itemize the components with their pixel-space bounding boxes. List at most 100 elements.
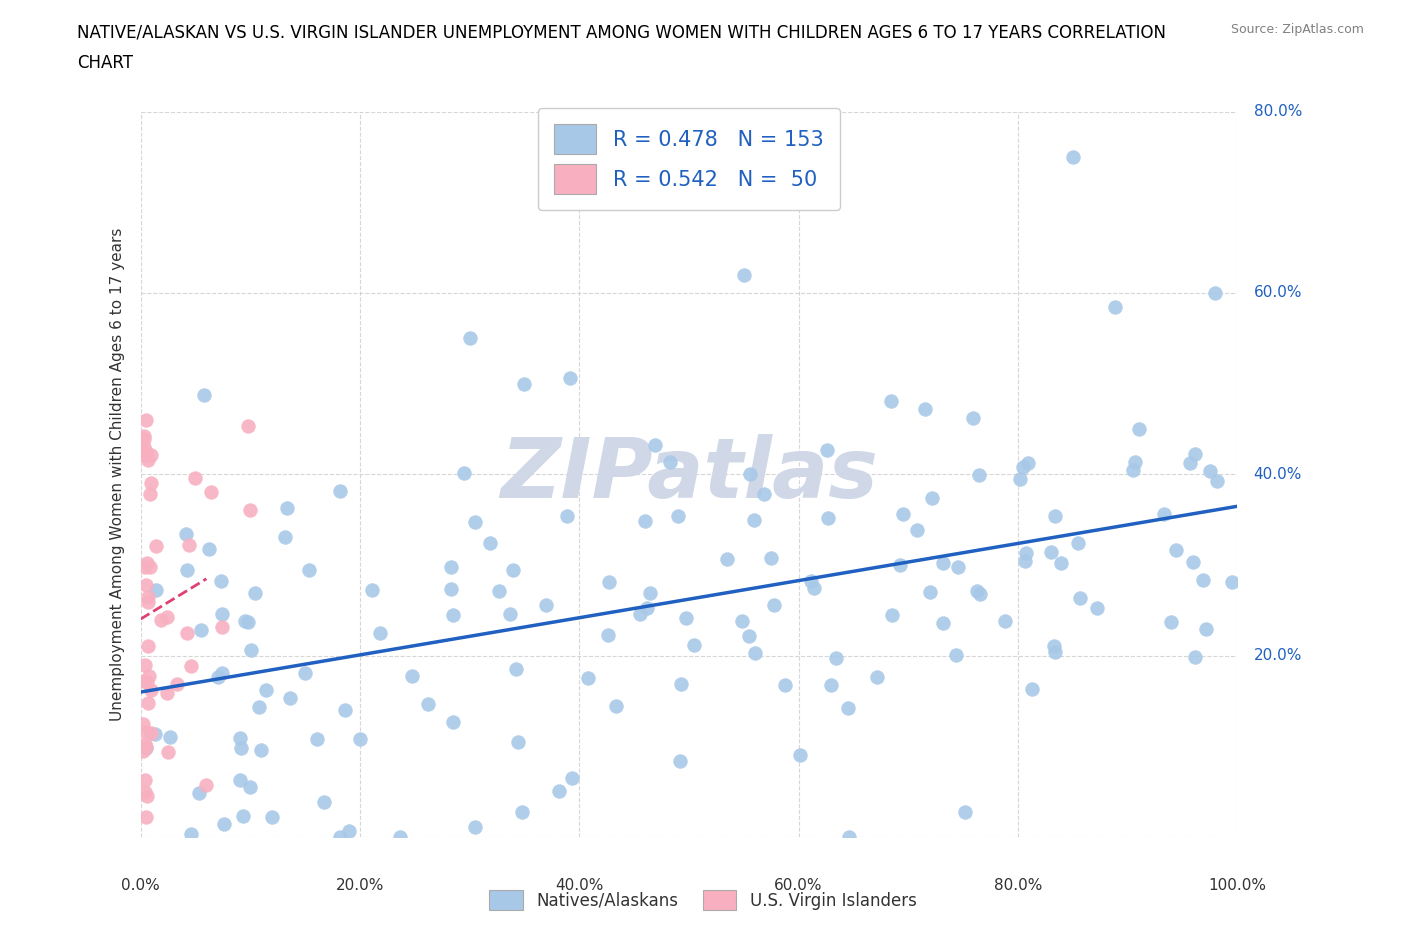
Point [547, 784, 569, 799]
Point [966, 584, 988, 599]
Point [1043, 509, 1066, 524]
Point [921, 490, 943, 505]
Text: 60.0%: 60.0% [1254, 286, 1302, 300]
Point [1153, 507, 1175, 522]
Point [132, 448, 155, 463]
Point [744, 645, 766, 660]
Point [948, 560, 970, 575]
Point [1192, 572, 1215, 587]
Point [441, 608, 464, 623]
Point [824, 650, 846, 665]
Point [682, 637, 704, 652]
Point [211, 666, 233, 681]
Point [502, 563, 524, 578]
Point [139, 486, 162, 501]
Point [1184, 446, 1206, 461]
Point [1164, 543, 1187, 558]
Text: 100.0%: 100.0% [1208, 878, 1267, 893]
Point [135, 739, 157, 754]
Point [134, 737, 156, 751]
Point [512, 804, 534, 819]
Point [1195, 621, 1218, 636]
Point [905, 523, 928, 538]
Point [889, 558, 911, 573]
Point [920, 584, 942, 599]
Point [800, 574, 823, 589]
Point [458, 331, 481, 346]
Point [1043, 639, 1066, 654]
Point [1220, 575, 1243, 590]
Point [775, 678, 797, 693]
Point [166, 676, 188, 691]
Point [1199, 463, 1222, 478]
Point [333, 703, 356, 718]
Point [416, 698, 439, 712]
Point [138, 594, 160, 609]
Point [190, 623, 212, 638]
Point [636, 601, 658, 616]
Point [135, 578, 157, 592]
Text: Source: ZipAtlas.com: Source: ZipAtlas.com [1230, 23, 1364, 36]
Point [513, 377, 536, 392]
Point [132, 743, 155, 758]
Point [1039, 544, 1062, 559]
Point [245, 585, 267, 600]
Point [337, 823, 360, 838]
Point [132, 432, 155, 446]
Point [815, 443, 838, 458]
Point [733, 268, 755, 283]
Point [200, 485, 222, 499]
Point [139, 447, 162, 462]
Point [666, 509, 689, 524]
Point [134, 673, 156, 688]
Point [134, 658, 156, 672]
Point [401, 669, 423, 684]
Point [1043, 644, 1066, 659]
Point [561, 770, 583, 785]
Point [1062, 150, 1084, 165]
Point [176, 563, 198, 578]
Point [866, 670, 889, 684]
Point [882, 607, 904, 622]
Point [274, 529, 297, 544]
Point [135, 555, 157, 570]
Point [534, 597, 557, 612]
Point [967, 468, 990, 483]
Point [969, 587, 991, 602]
Point [180, 826, 202, 841]
Point [596, 628, 619, 643]
Point [229, 772, 252, 787]
Point [1017, 456, 1039, 471]
Point [134, 560, 156, 575]
Legend: Natives/Alaskans, U.S. Virgin Islanders: Natives/Alaskans, U.S. Virgin Islanders [482, 884, 924, 917]
Point [932, 616, 955, 631]
Point [276, 501, 298, 516]
Point [443, 714, 465, 729]
Point [731, 614, 754, 629]
Point [131, 716, 153, 731]
Point [179, 538, 201, 552]
Point [135, 724, 157, 739]
Point [193, 388, 215, 403]
Point [231, 740, 253, 755]
Point [188, 786, 211, 801]
Point [239, 780, 262, 795]
Point [174, 526, 197, 541]
Point [211, 619, 233, 634]
Point [349, 732, 371, 747]
Point [499, 606, 522, 621]
Point [135, 445, 157, 460]
Point [141, 683, 163, 698]
Point [803, 580, 825, 595]
Point [837, 700, 859, 715]
Point [368, 626, 391, 641]
Point [134, 772, 156, 787]
Point [247, 699, 270, 714]
Point [135, 445, 157, 459]
Point [1104, 299, 1126, 314]
Point [388, 830, 411, 844]
Text: 60.0%: 60.0% [775, 878, 823, 893]
Point [659, 455, 682, 470]
Point [464, 819, 486, 834]
Point [329, 830, 352, 844]
